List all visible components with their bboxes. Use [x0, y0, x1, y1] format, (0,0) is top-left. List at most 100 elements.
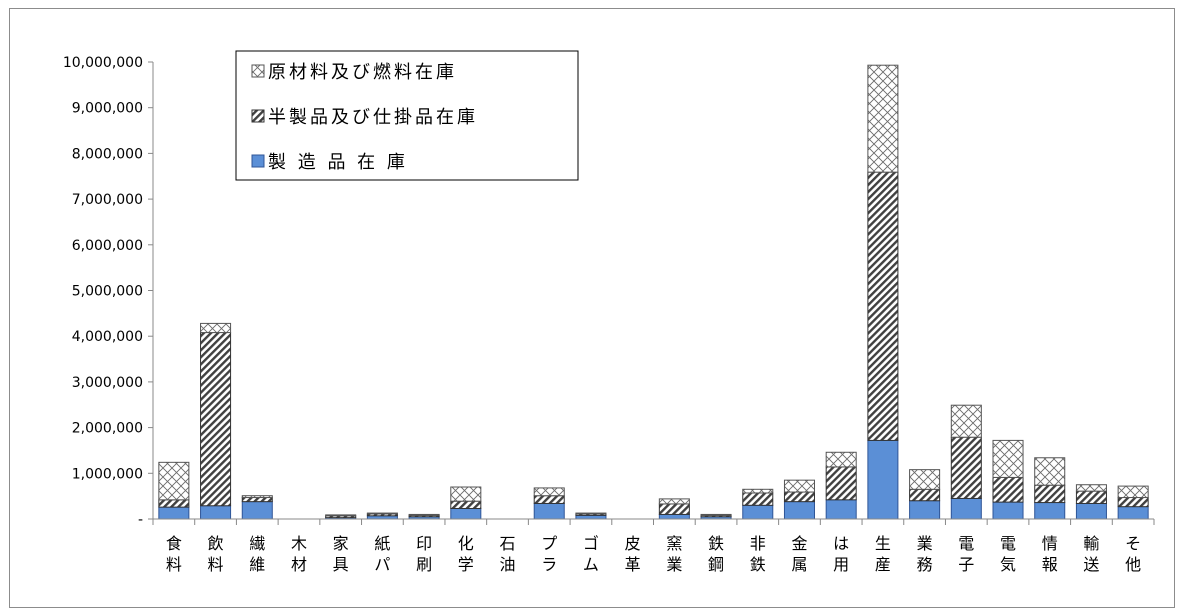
bar-raw-materials — [450, 486, 482, 502]
bar-finished-goods — [533, 502, 565, 520]
bar-work-in-progress — [241, 497, 273, 503]
bar-raw-materials — [825, 451, 857, 468]
x-category-label: 繊 — [249, 534, 265, 553]
bar-raw-materials — [575, 512, 607, 515]
x-category-label: 鋼 — [708, 555, 724, 574]
bar-finished-goods — [241, 501, 273, 520]
x-category-label: 飲 — [208, 534, 224, 553]
bar-raw-materials — [533, 487, 565, 497]
x-category-label: 石 — [500, 534, 516, 553]
bar-finished-goods — [992, 501, 1024, 520]
legend: 原材料及び燃料在庫 半製品及び仕掛品在庫 製 造 品 在 庫 — [235, 50, 579, 181]
legend-label-work-in-progress: 半製品及び仕掛品在庫 — [268, 107, 478, 128]
bar-work-in-progress — [783, 491, 815, 503]
bar-finished-goods — [658, 513, 690, 520]
bar-work-in-progress — [533, 495, 565, 504]
x-category-label: 料 — [208, 555, 224, 574]
y-tick-label: 9,000,000 — [72, 101, 143, 117]
x-category-label: 材 — [291, 555, 307, 574]
x-category-label: 皮 — [625, 534, 641, 553]
legend-label-finished-goods: 製 造 品 在 庫 — [268, 152, 408, 173]
bar-raw-materials — [658, 498, 690, 505]
legend-item-raw-materials: 原材料及び燃料在庫 — [251, 62, 454, 83]
y-tick-label: 5,000,000 — [72, 284, 143, 300]
x-category-label: 鉄 — [750, 555, 766, 574]
bar-raw-materials — [325, 514, 357, 517]
x-category-label: 刷 — [416, 555, 432, 574]
x-category-label: 印 — [416, 534, 432, 553]
bar-raw-materials — [742, 488, 774, 494]
y-tick-label: 4,000,000 — [72, 329, 143, 345]
bar-raw-materials — [950, 404, 982, 438]
bar-raw-materials — [200, 322, 232, 334]
x-category-label: そ — [1125, 534, 1141, 553]
x-axis: 食料飲料繊維木材家具紙パ印刷化学石油プラゴム皮革窯業鉄鋼非鉄金属は用生産業務電子… — [152, 518, 1155, 574]
bar-finished-goods — [825, 499, 857, 520]
bar-raw-materials — [783, 479, 815, 493]
bar-finished-goods — [575, 514, 607, 520]
bar-raw-materials — [1117, 485, 1149, 499]
bar-work-in-progress — [1075, 490, 1107, 504]
bar-raw-materials — [366, 512, 398, 515]
bar-raw-materials — [1075, 484, 1107, 492]
x-category-label: 木 — [291, 534, 307, 553]
bar-work-in-progress — [450, 500, 482, 509]
y-tick-label: 7,000,000 — [72, 192, 143, 208]
x-category-label: 油 — [500, 555, 516, 574]
x-category-label: 具 — [333, 555, 349, 574]
x-category-label: 送 — [1083, 555, 1099, 574]
legend-swatch-work-in-progress — [251, 109, 265, 123]
bar-finished-goods — [909, 500, 941, 520]
bar-raw-materials — [992, 439, 1024, 478]
bar-work-in-progress — [158, 499, 190, 508]
bars — [158, 64, 1149, 520]
legend-item-finished-goods: 製 造 品 在 庫 — [251, 152, 408, 173]
bar-raw-materials — [408, 513, 440, 516]
bar-raw-materials — [909, 469, 941, 490]
bar-work-in-progress — [909, 488, 941, 502]
x-category-label: 非 — [750, 534, 766, 553]
x-category-label: 気 — [1000, 555, 1016, 574]
x-category-label: 子 — [958, 555, 974, 574]
bar-finished-goods — [1075, 502, 1107, 520]
x-category-label: 業 — [917, 534, 933, 553]
bar-finished-goods — [158, 506, 190, 520]
y-tick-label: 6,000,000 — [72, 238, 143, 254]
x-category-label: 情 — [1042, 534, 1058, 553]
bar-raw-materials — [1034, 457, 1066, 486]
x-category-label: パ — [374, 555, 390, 574]
x-category-label: 電 — [958, 534, 974, 553]
x-category-label: 他 — [1125, 555, 1141, 574]
x-category-label: 輸 — [1083, 534, 1099, 553]
x-category-label: 化 — [458, 534, 474, 553]
bar-work-in-progress — [950, 436, 982, 499]
bar-work-in-progress — [992, 476, 1024, 503]
x-category-label: 産 — [875, 555, 891, 574]
bar-raw-materials — [241, 495, 273, 499]
y-tick-label: 10,000,000 — [63, 55, 143, 71]
y-tick-label: 1,000,000 — [72, 466, 143, 482]
x-category-label: プ — [541, 534, 557, 553]
legend-item-work-in-progress: 半製品及び仕掛品在庫 — [251, 107, 478, 128]
x-category-label: 料 — [166, 555, 182, 574]
bar-finished-goods — [783, 501, 815, 520]
bar-finished-goods — [450, 507, 482, 520]
x-category-label: 用 — [833, 555, 849, 574]
stacked-bar-chart: - 1,000,000 2,000,000 3,000,000 4,000,000 5,0… — [63, 50, 1155, 574]
y-axis: - 1,000,000 2,000,000 3,000,000 4,000,000 5,0… — [63, 55, 154, 528]
x-category-label: 学 — [458, 555, 474, 574]
bar-work-in-progress — [1117, 497, 1149, 508]
bar-work-in-progress — [1034, 484, 1066, 504]
bar-work-in-progress — [658, 503, 690, 515]
legend-swatch-raw-materials — [251, 64, 265, 78]
x-category-label: 電 — [1000, 534, 1016, 553]
bar-work-in-progress — [742, 492, 774, 506]
x-category-label: ム — [583, 555, 599, 574]
bar-finished-goods — [950, 497, 982, 520]
x-category-label: 革 — [625, 555, 641, 574]
chart-frame: - 1,000,000 2,000,000 3,000,000 4,000,000 5,0… — [9, 8, 1175, 608]
x-category-label: 務 — [917, 555, 933, 574]
x-category-label: 業 — [666, 555, 682, 574]
bar-raw-materials — [867, 64, 899, 173]
bar-work-in-progress — [200, 332, 232, 507]
